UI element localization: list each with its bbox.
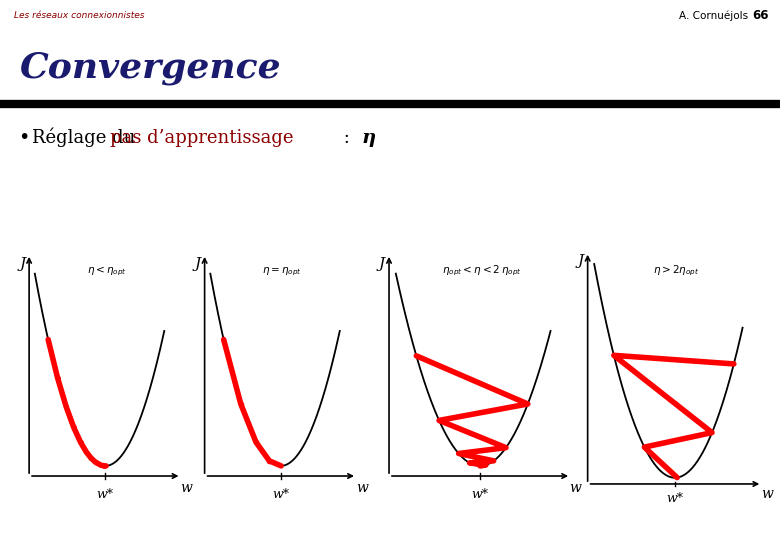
Text: pas d’apprentissage: pas d’apprentissage: [110, 129, 293, 147]
Text: $\eta < \eta_{opt}$: $\eta < \eta_{opt}$: [87, 265, 126, 278]
Text: •: •: [18, 128, 30, 147]
Text: w*: w*: [97, 488, 114, 501]
Text: $\eta = \eta_{opt}$: $\eta = \eta_{opt}$: [262, 266, 302, 278]
Text: w: w: [569, 481, 582, 495]
Text: Convergence: Convergence: [20, 51, 281, 85]
Text: $\eta_{opt} < \eta < 2\,\eta_{opt}$: $\eta_{opt} < \eta < 2\,\eta_{opt}$: [441, 264, 522, 278]
Text: w*: w*: [666, 491, 683, 504]
Text: w: w: [761, 487, 773, 501]
Text: J: J: [20, 257, 25, 271]
Text: J: J: [195, 257, 200, 271]
Text: w*: w*: [472, 488, 488, 501]
Text: A. Cornuéjols: A. Cornuéjols: [679, 11, 748, 21]
Text: Les réseaux connexionnistes: Les réseaux connexionnistes: [14, 11, 144, 21]
Text: :: :: [338, 129, 356, 147]
Text: Réglage du: Réglage du: [32, 128, 141, 147]
Text: J: J: [378, 257, 385, 271]
Text: J: J: [577, 254, 583, 268]
Text: w*: w*: [272, 488, 289, 501]
Text: η: η: [362, 129, 376, 147]
Text: 66: 66: [753, 9, 769, 22]
Text: $\eta > 2\eta_{opt}$: $\eta > 2\eta_{opt}$: [653, 264, 700, 278]
Text: w: w: [356, 481, 367, 495]
Text: w: w: [180, 481, 192, 495]
